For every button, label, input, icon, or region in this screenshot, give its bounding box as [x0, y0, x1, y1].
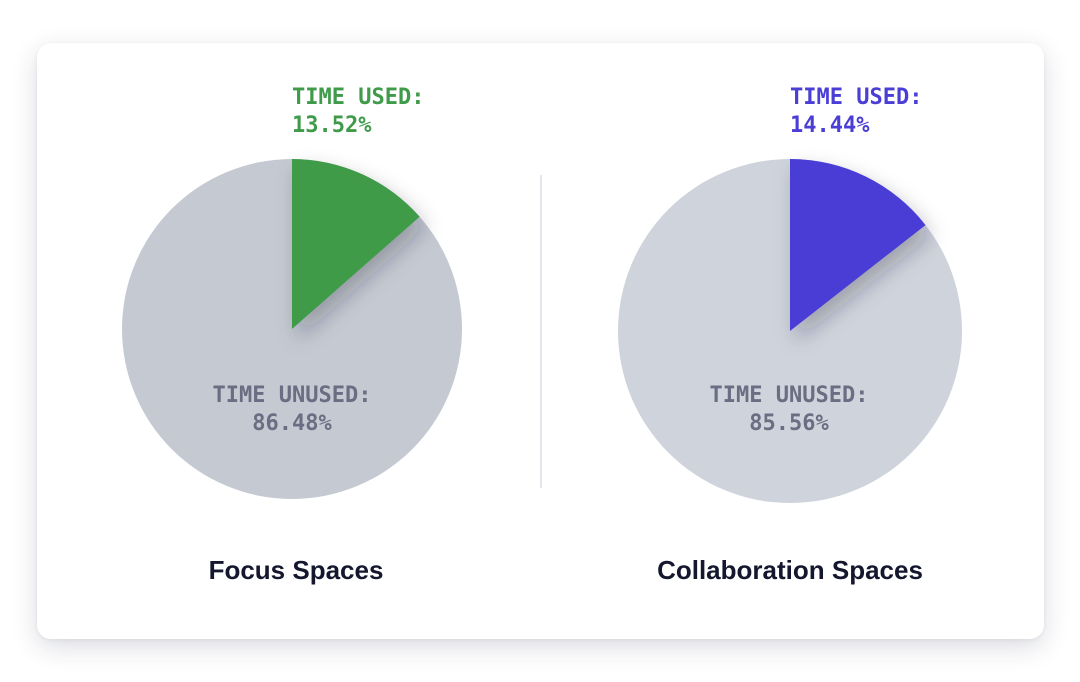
focus-used-label: TIME USED: 13.52% — [292, 84, 424, 140]
focus-unused-label-text: TIME UNUSED: — [212, 383, 372, 408]
focus-unused-value: 86.48% — [252, 411, 332, 436]
collaboration-used-value: 14.44% — [790, 113, 870, 138]
focus-used-value: 13.52% — [292, 113, 372, 138]
collaboration-used-label-text: TIME USED: — [790, 85, 923, 110]
focus-used-label-text: TIME USED: — [292, 85, 425, 110]
focus-pie-used-slice — [292, 159, 420, 329]
collaboration-unused-label-text: TIME UNUSED: — [709, 383, 869, 408]
collaboration-spaces-title: Collaboration Spaces — [657, 555, 923, 585]
focus-pie — [122, 159, 462, 499]
collaboration-pie-used-slice — [790, 159, 926, 331]
collaboration-pie — [618, 159, 962, 503]
chart-divider — [540, 175, 542, 488]
collaboration-used-label: TIME USED: 14.44% — [790, 84, 922, 140]
focus-unused-label: TIME UNUSED: 86.48% — [213, 382, 372, 438]
collaboration-unused-value: 85.56% — [749, 411, 829, 436]
collaboration-unused-label: TIME UNUSED: 85.56% — [710, 382, 869, 438]
focus-spaces-title: Focus Spaces — [208, 555, 384, 585]
